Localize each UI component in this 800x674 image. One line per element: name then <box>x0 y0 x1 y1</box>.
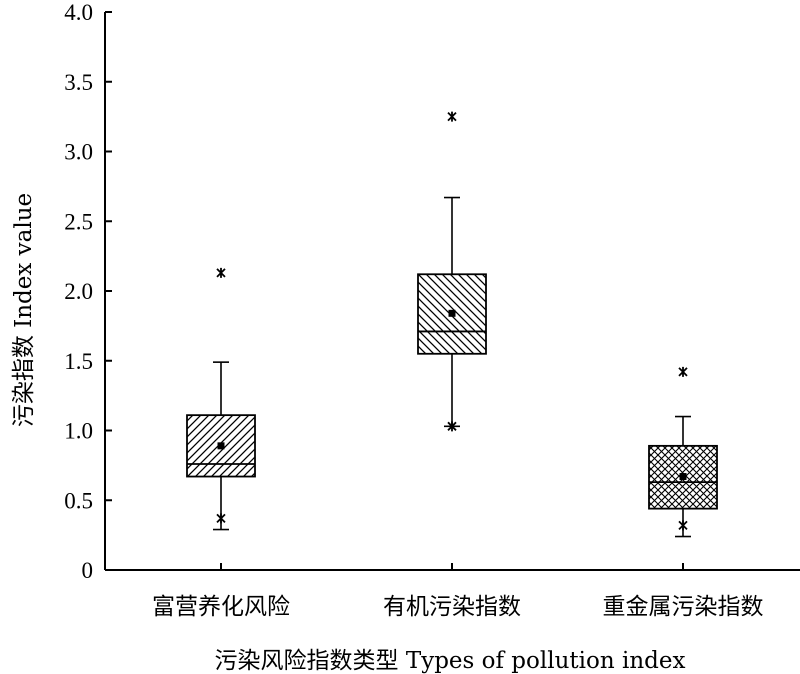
x-tick-label: 重金属污染指数 <box>603 594 764 620</box>
outlier-marker <box>447 111 457 122</box>
y-tick-label: 4.0 <box>64 0 93 25</box>
y-tick-label: 3.0 <box>64 140 93 165</box>
outlier-marker <box>216 513 226 524</box>
y-tick-label: 3.5 <box>64 70 93 95</box>
outlier-marker <box>678 366 688 377</box>
outlier-marker <box>447 421 457 432</box>
outlier-marker <box>678 520 688 531</box>
y-tick-label: 0 <box>82 558 94 583</box>
y-tick-label: 2.0 <box>64 279 93 304</box>
y-tick-label: 1.5 <box>64 349 93 374</box>
mean-marker <box>217 442 225 450</box>
mean-marker <box>448 309 456 317</box>
outlier-marker <box>216 267 226 278</box>
mean-marker <box>679 473 687 481</box>
y-tick-label: 0.5 <box>64 488 93 513</box>
box-3 <box>648 366 718 538</box>
boxes <box>186 111 718 538</box>
box-2 <box>417 111 487 432</box>
y-ticks: 0 0.5 1.0 1.5 2.0 2.5 3.0 3.5 4.0 <box>64 0 112 583</box>
x-tick-label: 富营养化风险 <box>152 594 290 620</box>
box-1 <box>186 267 256 531</box>
y-axis-title: 污染指数 Index value <box>11 193 37 427</box>
x-tick-label: 有机污染指数 <box>383 594 521 620</box>
x-axis-title: 污染风险指数类型 Types of pollution index <box>215 648 686 674</box>
x-ticks: 富营养化风险 有机污染指数 重金属污染指数 <box>152 563 764 620</box>
y-tick-label: 1.0 <box>64 419 93 444</box>
y-tick-label: 2.5 <box>64 209 93 234</box>
